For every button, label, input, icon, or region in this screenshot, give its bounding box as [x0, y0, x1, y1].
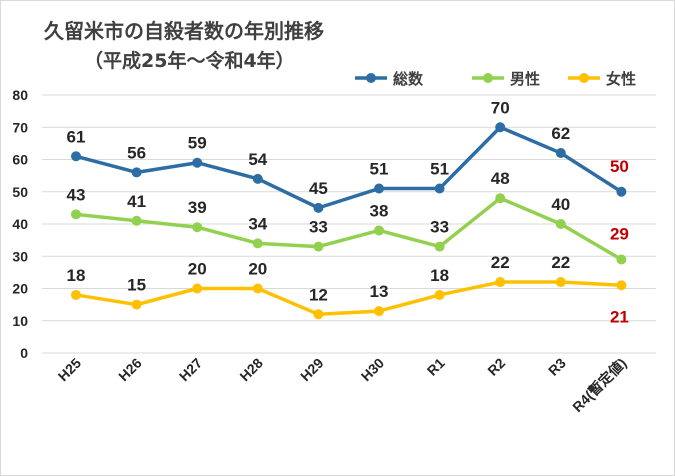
data-point [555, 219, 566, 229]
data-label: 29 [610, 224, 629, 243]
data-label: 70 [491, 98, 510, 117]
data-label: 48 [491, 169, 510, 188]
data-label: 41 [127, 192, 146, 211]
data-point [434, 241, 445, 252]
series-line [75, 280, 622, 317]
data-point [252, 283, 263, 294]
y-tick-label: 10 [12, 313, 28, 329]
data-label: 56 [127, 143, 146, 162]
data-label: 38 [370, 201, 389, 220]
data-label: 51 [370, 160, 389, 179]
legend-label: 男性 [510, 70, 540, 88]
data-point [252, 173, 263, 184]
legend-marker [483, 73, 493, 83]
data-point [313, 241, 324, 252]
data-label: 61 [67, 127, 86, 146]
data-point [313, 309, 324, 320]
y-tick-label: 0 [20, 345, 28, 361]
legend-item: 男性 [472, 70, 540, 88]
data-label: 22 [491, 253, 510, 272]
data-label: 50 [610, 157, 629, 176]
legend-label: 女性 [606, 70, 636, 88]
data-label: 20 [248, 260, 267, 279]
data-point [192, 222, 203, 233]
data-point [495, 193, 506, 204]
data-point [616, 186, 627, 197]
y-tick-label: 80 [12, 87, 28, 103]
y-tick-label: 60 [12, 152, 28, 168]
data-label: 45 [309, 179, 328, 198]
series-line [75, 125, 623, 210]
data-point [495, 277, 506, 288]
y-tick-label: 30 [12, 248, 28, 264]
data-label: 43 [67, 185, 86, 204]
grid-layer [42, 94, 656, 354]
data-label: 22 [551, 253, 570, 272]
data-point [374, 225, 384, 236]
series-line [75, 196, 623, 261]
data-point [434, 289, 445, 300]
data-label: 20 [188, 260, 207, 279]
data-label: 18 [430, 266, 449, 285]
data-label: 33 [430, 218, 449, 237]
legend-item: 女性 [568, 70, 636, 88]
data-point [374, 306, 384, 317]
data-point [252, 238, 263, 249]
series-3 [71, 277, 627, 320]
y-tick-label: 40 [12, 216, 28, 232]
data-point [131, 167, 142, 178]
chart-subtitle: （平成25年～令和4年） [84, 49, 295, 72]
data-label: 54 [248, 150, 267, 169]
series-layer [71, 122, 627, 320]
data-point [555, 277, 566, 288]
data-labels: 61 56 59 54 45 51 51 70 62 50 43 41 39 34 33 38 33 48 40 29… [67, 98, 629, 326]
data-point [616, 280, 627, 291]
data-point [71, 289, 81, 300]
data-label: 21 [610, 307, 629, 326]
legend-marker [579, 73, 589, 83]
data-point [495, 122, 506, 133]
data-point [71, 209, 81, 220]
series-2 [71, 193, 627, 265]
data-point [555, 148, 566, 159]
data-point [131, 215, 142, 226]
data-point [192, 157, 203, 168]
y-axis-ticks: 0 10 20 30 40 50 60 70 80 [12, 87, 28, 361]
data-label: 15 [127, 276, 146, 295]
data-label: 39 [188, 198, 207, 217]
legend-marker [366, 73, 376, 83]
data-label: 59 [188, 134, 207, 153]
legend-label: 総数 [393, 70, 424, 88]
data-label: 40 [551, 195, 570, 214]
data-point [71, 151, 81, 162]
y-tick-label: 50 [12, 184, 28, 200]
data-label: 34 [248, 214, 267, 233]
data-point [131, 299, 142, 310]
series-1 [71, 122, 627, 213]
data-label: 12 [309, 285, 328, 304]
data-point [313, 202, 324, 213]
chart-title: 久留米市の自殺者数の年別推移 [44, 19, 324, 43]
y-tick-label: 70 [12, 119, 28, 135]
data-point [192, 283, 203, 294]
data-label: 51 [430, 160, 449, 179]
legend: 総数 男性 女性 [355, 70, 636, 88]
data-label: 18 [67, 266, 86, 285]
data-point [616, 254, 627, 265]
data-point [374, 183, 384, 194]
data-point [434, 183, 445, 194]
legend-item: 総数 [355, 70, 424, 88]
data-label: 13 [370, 282, 389, 301]
data-label: 33 [309, 218, 328, 237]
y-tick-label: 20 [12, 281, 28, 297]
data-label: 62 [551, 124, 570, 143]
